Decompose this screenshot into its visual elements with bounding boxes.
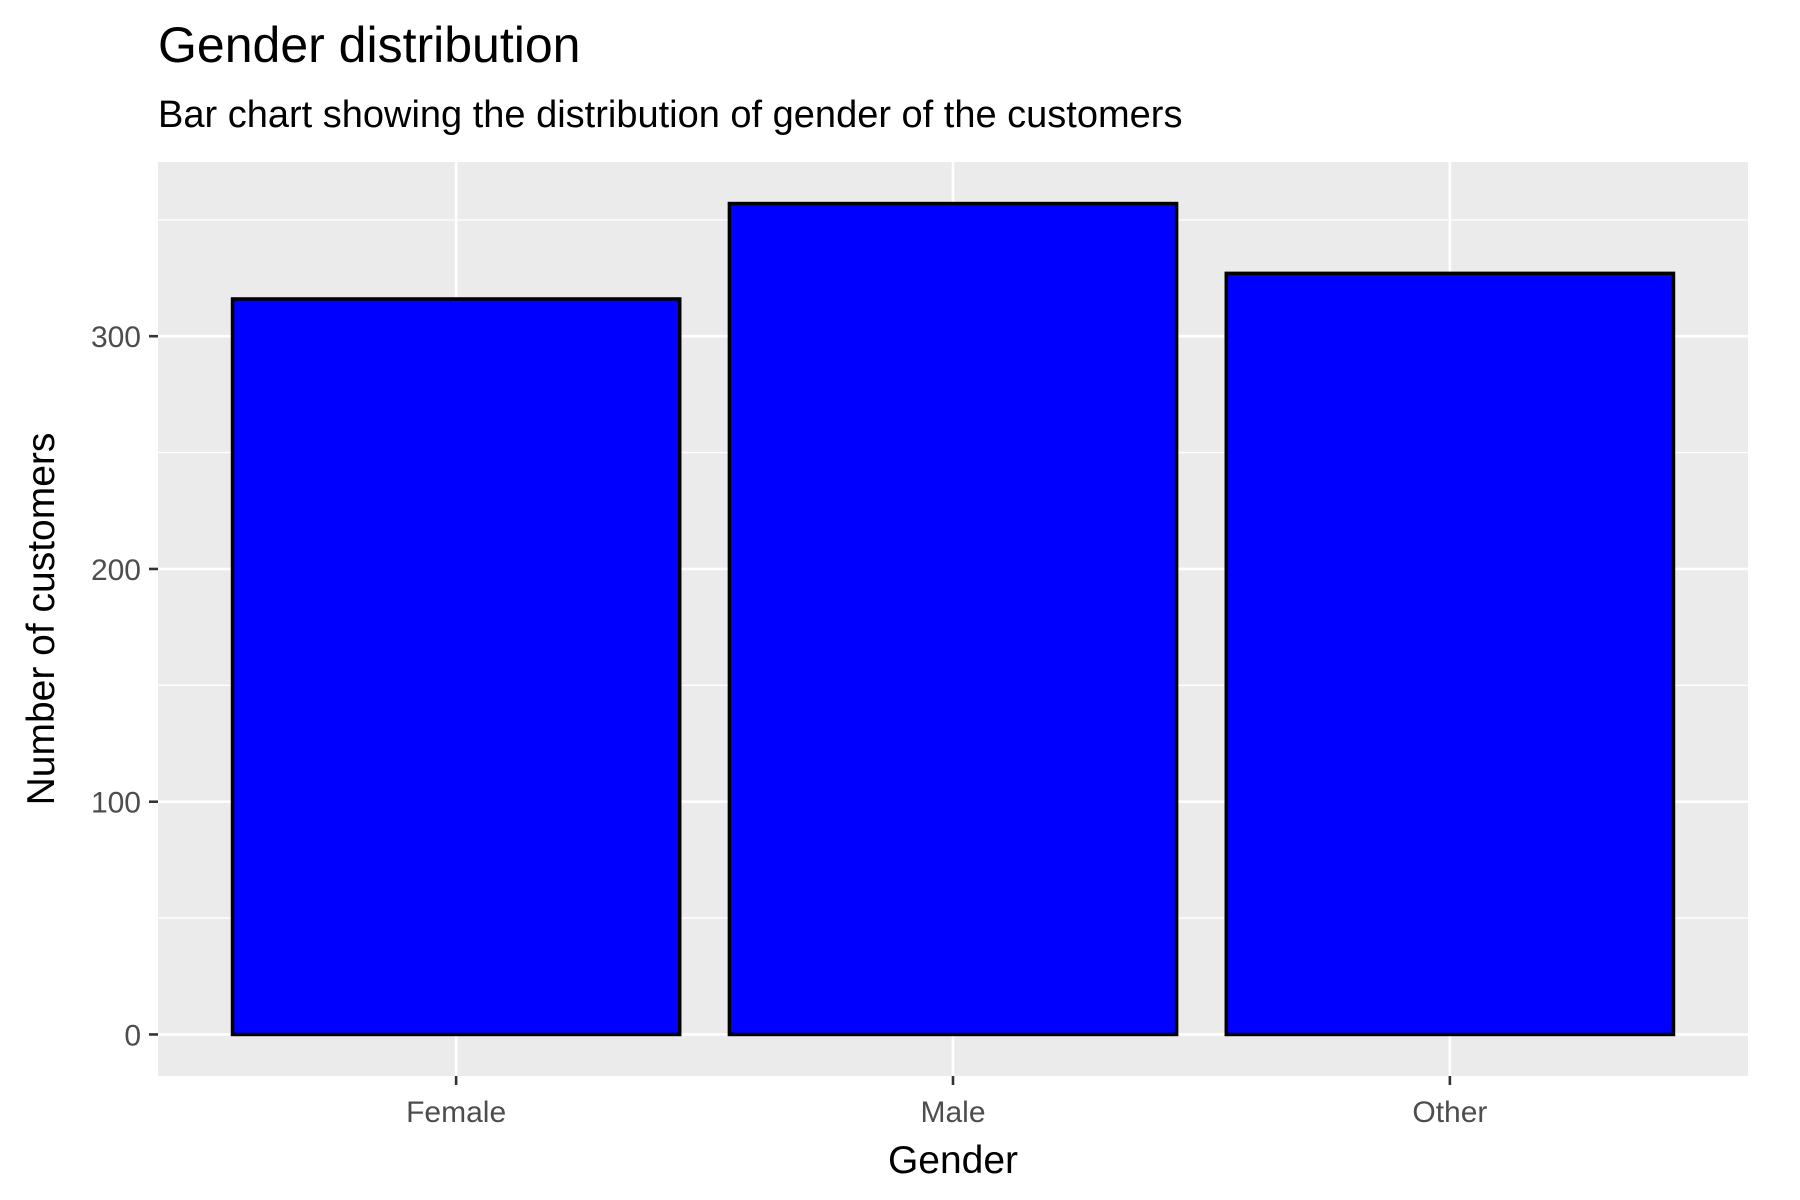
bar-other — [1224, 271, 1676, 1037]
y-tick-label: 100 — [91, 787, 141, 820]
x-tick-label: Other — [1412, 1096, 1487, 1129]
x-axis-title: Gender — [888, 1139, 1018, 1182]
chart-subtitle: Bar chart showing the distribution of ge… — [158, 94, 1182, 136]
chart-title: Gender distribution — [158, 17, 580, 73]
bar-male — [727, 201, 1179, 1037]
y-tick-label: 0 — [124, 1019, 141, 1052]
x-tick-label: Male — [920, 1096, 985, 1129]
y-tick-label: 200 — [91, 554, 141, 587]
x-axis: Female Male Other — [406, 1076, 1487, 1129]
y-tick-label: 300 — [91, 321, 141, 354]
y-axis: 0 100 200 300 — [91, 321, 158, 1052]
bar-female — [230, 297, 682, 1037]
bars — [230, 201, 1676, 1037]
x-tick-label: Female — [406, 1096, 506, 1129]
y-axis-title: Number of customers — [20, 433, 63, 806]
